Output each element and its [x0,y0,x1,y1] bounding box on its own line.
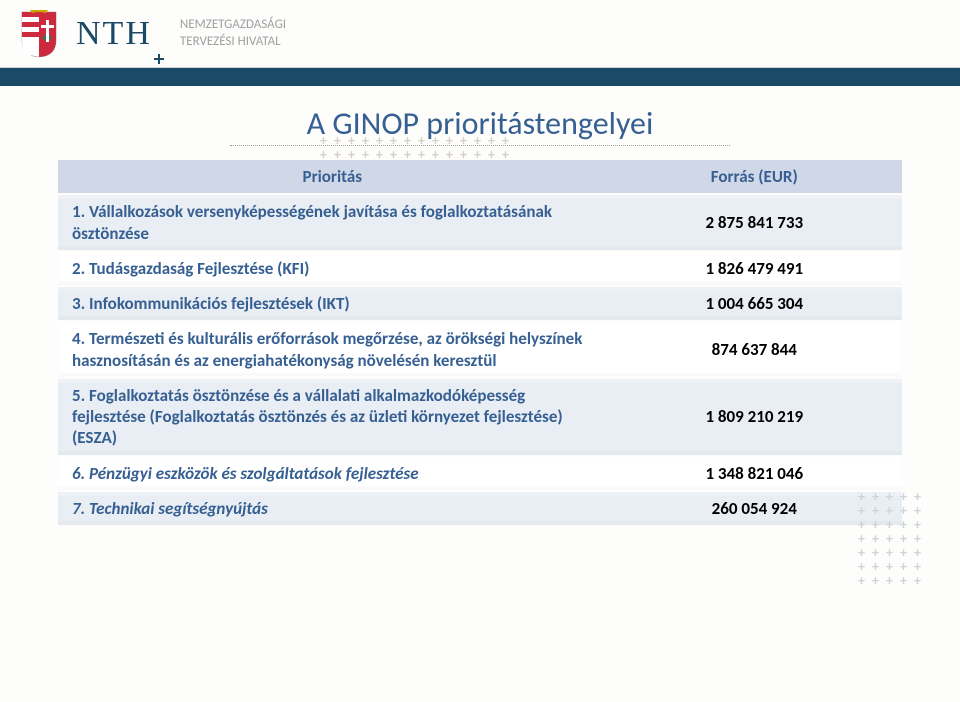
priority-value: 1 348 821 046 [607,457,902,490]
divider-stripe [0,68,960,86]
org-name-line2: TERVEZÉSI HIVATAL [180,34,286,51]
table-row: 4. Természeti és kulturális erőforrások … [58,322,902,377]
table-header-source: Forrás (EUR) [607,160,902,193]
plus-decor-icon: + [858,546,865,560]
table-row: 3. Infokommunikációs fejlesztések (IKT)1… [58,287,902,320]
plus-decor-icon: + [886,560,893,574]
table-row: 1. Vállalkozások versenyképességének jav… [58,195,902,250]
nth-logo-text: NTH [76,15,152,53]
plus-decor-icon: + [872,560,879,574]
hungary-crest-icon [20,10,58,58]
priority-value: 1 004 665 304 [607,287,902,320]
priority-value: 260 054 924 [607,492,902,525]
content-area: A GINOP prioritástengelyei Prioritás For… [0,86,960,527]
org-name: NEMZETGAZDASÁGI TERVEZÉSI HIVATAL [180,17,286,51]
priority-label: 4. Természeti és kulturális erőforrások … [58,322,607,377]
priority-label: 7. Technikai segítségnyújtás [58,492,607,525]
priority-value: 1 809 210 219 [607,379,902,455]
plus-icon [154,35,164,45]
table-row: 7. Technikai segítségnyújtás260 054 924 [58,492,902,525]
priority-value: 1 826 479 491 [607,252,902,285]
page-title: A GINOP prioritástengelyei [230,104,730,146]
table-header-priority: Prioritás [58,160,607,193]
plus-decor-icon: + [900,546,907,560]
priorities-table: Prioritás Forrás (EUR) 1. Vállalkozások … [58,158,902,527]
plus-decor-icon: + [914,532,921,546]
plus-decor-icon: + [914,546,921,560]
plus-decor-icon: + [914,574,921,588]
plus-decor-icon: + [858,532,865,546]
plus-decor-icon: + [886,532,893,546]
plus-decor-icon: + [900,574,907,588]
table-row: 6. Pénzügyi eszközök és szolgáltatások f… [58,457,902,490]
plus-decor-icon: + [872,574,879,588]
plus-decor-icon: + [886,574,893,588]
priority-value: 2 875 841 733 [607,195,902,250]
header-bar: NTH NEMZETGAZDASÁGI TERVEZÉSI HIVATAL [0,0,960,68]
plus-decor-icon: + [872,532,879,546]
table-row: 5. Foglalkoztatás ösztönzése és a vállal… [58,379,902,455]
priority-label: 2. Tudásgazdaság Fejlesztése (KFI) [58,252,607,285]
priority-value: 874 637 844 [607,322,902,377]
plus-decor-icon: + [858,574,865,588]
plus-decor-icon: + [900,532,907,546]
priority-label: 3. Infokommunikációs fejlesztések (IKT) [58,287,607,320]
org-name-line1: NEMZETGAZDASÁGI [180,17,286,34]
priority-label: 5. Foglalkoztatás ösztönzése és a vállal… [58,379,607,455]
table-header-row: Prioritás Forrás (EUR) [58,160,902,193]
plus-decor-icon: + [872,546,879,560]
plus-decor-icon: + [900,560,907,574]
table-row: 2. Tudásgazdaság Fejlesztése (KFI)1 826 … [58,252,902,285]
priority-label: 6. Pénzügyi eszközök és szolgáltatások f… [58,457,607,490]
plus-decor-icon: + [858,560,865,574]
plus-decor-icon: + [886,546,893,560]
plus-decor-icon: + [914,560,921,574]
nth-logo: NTH [76,15,164,53]
priority-label: 1. Vállalkozások versenyképességének jav… [58,195,607,250]
